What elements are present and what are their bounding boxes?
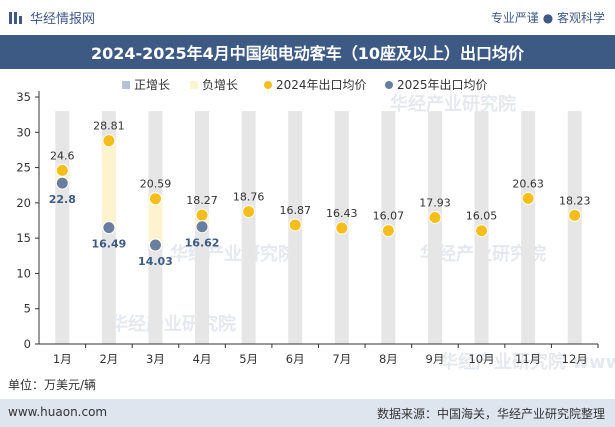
data-label-2025: 16.62 [185,237,220,250]
point-2025 [102,221,116,235]
data-label-2024: 20.63 [512,177,544,190]
brand-name: 华经情报网 [30,12,96,27]
data-label-2024: 20.59 [140,178,172,191]
legend-label-2024: 2024年出口均价 [276,78,367,92]
legend-label-2025: 2025年出口均价 [397,78,488,92]
x-tick-label: 12月 [562,352,588,366]
legend-label-negative: 负增长 [202,78,238,92]
point-2024 [521,191,535,205]
x-tick-label: 3月 [146,352,165,366]
y-tick-label: 20 [16,196,31,210]
watermark-text: 华经产业研究院 [110,313,236,335]
x-tick-label: 9月 [426,352,445,366]
chart-title: 2024-2025年4月中国纯电动客车（10座及以上）出口均价 [90,44,525,63]
data-label-2024: 16.87 [279,204,311,217]
x-tick-label: 7月 [332,352,351,366]
footer-source: 数据来源：中国海关，华经产业研究院整理 [376,407,605,421]
point-2024 [102,134,116,148]
point-2024 [195,208,209,222]
category-background-bar [55,111,70,344]
legend-label-positive: 正增长 [134,78,170,92]
x-tick-label: 2月 [99,352,118,366]
data-label-2024: 16.05 [466,210,498,223]
data-label-2025: 16.49 [91,238,126,251]
legend-marker-2024 [264,81,272,89]
point-2025 [148,238,162,252]
slogan: 专业严谨 ● 客观科学 [490,11,605,25]
data-label-2024: 17.93 [419,196,451,209]
x-tick-label: 8月 [379,352,398,366]
footer-bar: www.huaon.com 数据来源：中国海关，华经产业研究院整理 [0,399,615,427]
x-tick-label: 4月 [193,352,212,366]
y-tick-label: 10 [16,266,31,280]
legend-marker-2025 [385,81,393,89]
watermark-text: 华经产业研究院 [390,93,516,115]
y-tick-label: 35 [16,90,31,104]
point-2024 [475,224,489,238]
y-tick-label: 30 [16,125,31,139]
point-2024 [335,221,349,235]
data-label-2024: 18.76 [233,191,265,204]
top-bar: 华经情报网 专业严谨 ● 客观科学 [0,0,615,34]
legend-swatch-positive [122,81,130,89]
point-2024 [288,218,302,232]
x-tick-label: 5月 [239,352,258,366]
data-label-2025: 22.8 [49,193,76,206]
change-bar [101,140,116,228]
data-label-2025: 14.03 [138,255,173,268]
x-tick-label: 1月 [53,352,72,366]
x-tick-label: 11月 [515,352,541,366]
brand-logo-icon [9,11,22,24]
chart-area: 华经产业研究院华经产业研究院华经产业研究院华经产业研究院华经产业研究院 www.… [16,78,615,370]
chart-title-bar: 2024-2025年4月中国纯电动客车（10座及以上）出口均价 [0,35,615,69]
change-bar [148,198,163,245]
legend-swatch-negative [190,81,198,89]
data-label-2024: 16.07 [373,210,405,223]
data-label-2024: 18.23 [559,194,591,207]
point-2024 [428,210,442,224]
point-2024 [568,208,582,222]
x-tick-label: 10月 [468,352,494,366]
point-2024 [55,163,69,177]
point-2024 [381,224,395,238]
unit-label: 单位：万美元/辆 [8,378,97,392]
y-tick-label: 0 [24,337,31,351]
watermark-text: 华经产业研究院 www.huaon.com [440,351,615,370]
footer-website[interactable]: www.huaon.com [8,405,108,419]
data-label-2024: 18.27 [186,194,218,207]
point-2025 [55,176,69,190]
data-label-2024: 28.81 [93,120,125,133]
category-background-bar [241,111,256,344]
y-tick-label: 15 [16,231,31,245]
y-tick-label: 25 [16,161,31,175]
x-tick-label: 6月 [286,352,305,366]
point-2024 [148,192,162,206]
brand: 华经情报网 [8,8,95,27]
y-tick-label: 5 [24,302,31,316]
data-label-2024: 24.6 [50,149,75,162]
data-label-2024: 16.43 [326,207,358,220]
category-background-bar [521,111,536,344]
category-background-bar [567,111,582,344]
point-2024 [242,205,256,219]
point-2025 [195,220,209,234]
category-background-bar [427,111,442,344]
